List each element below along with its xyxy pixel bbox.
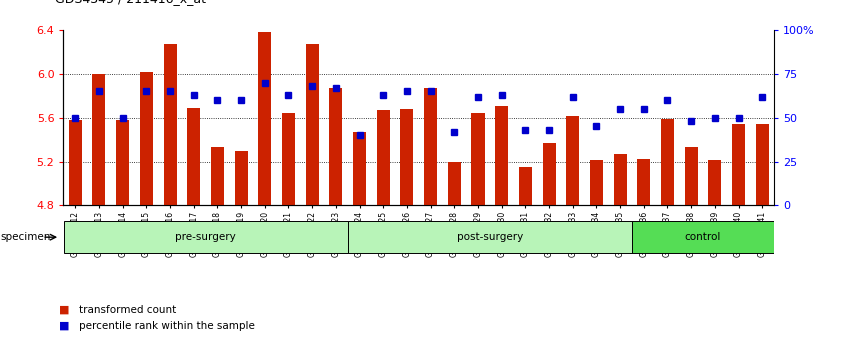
Text: transformed count: transformed count: [79, 305, 176, 315]
Text: post-surgery: post-surgery: [457, 232, 523, 242]
Bar: [519, 167, 532, 205]
Bar: [376, 110, 390, 205]
Text: ■: ■: [59, 305, 69, 315]
Bar: [258, 32, 272, 205]
Bar: [637, 159, 651, 205]
Bar: [732, 124, 745, 205]
Text: GDS4345 / 211416_x_at: GDS4345 / 211416_x_at: [55, 0, 206, 5]
Bar: [63, 221, 348, 253]
Bar: [632, 221, 774, 253]
Bar: [163, 44, 177, 205]
Bar: [684, 147, 698, 205]
Bar: [305, 44, 319, 205]
Bar: [211, 147, 224, 205]
Bar: [329, 88, 343, 205]
Text: ■: ■: [59, 321, 69, 331]
Bar: [661, 119, 674, 205]
Bar: [116, 120, 129, 205]
Bar: [590, 160, 603, 205]
Bar: [348, 221, 632, 253]
Bar: [708, 160, 722, 205]
Bar: [613, 154, 627, 205]
Bar: [234, 150, 248, 205]
Bar: [471, 113, 485, 205]
Text: percentile rank within the sample: percentile rank within the sample: [79, 321, 255, 331]
Bar: [140, 72, 153, 205]
Bar: [353, 132, 366, 205]
Bar: [424, 88, 437, 205]
Text: specimen: specimen: [1, 232, 52, 242]
Bar: [755, 124, 769, 205]
Bar: [92, 74, 106, 205]
Bar: [187, 108, 201, 205]
Bar: [282, 113, 295, 205]
Bar: [542, 143, 556, 205]
Bar: [69, 120, 82, 205]
Bar: [448, 161, 461, 205]
Bar: [495, 105, 508, 205]
Bar: [566, 115, 580, 205]
Bar: [400, 109, 414, 205]
Text: pre-surgery: pre-surgery: [175, 232, 236, 242]
Text: control: control: [685, 232, 721, 242]
